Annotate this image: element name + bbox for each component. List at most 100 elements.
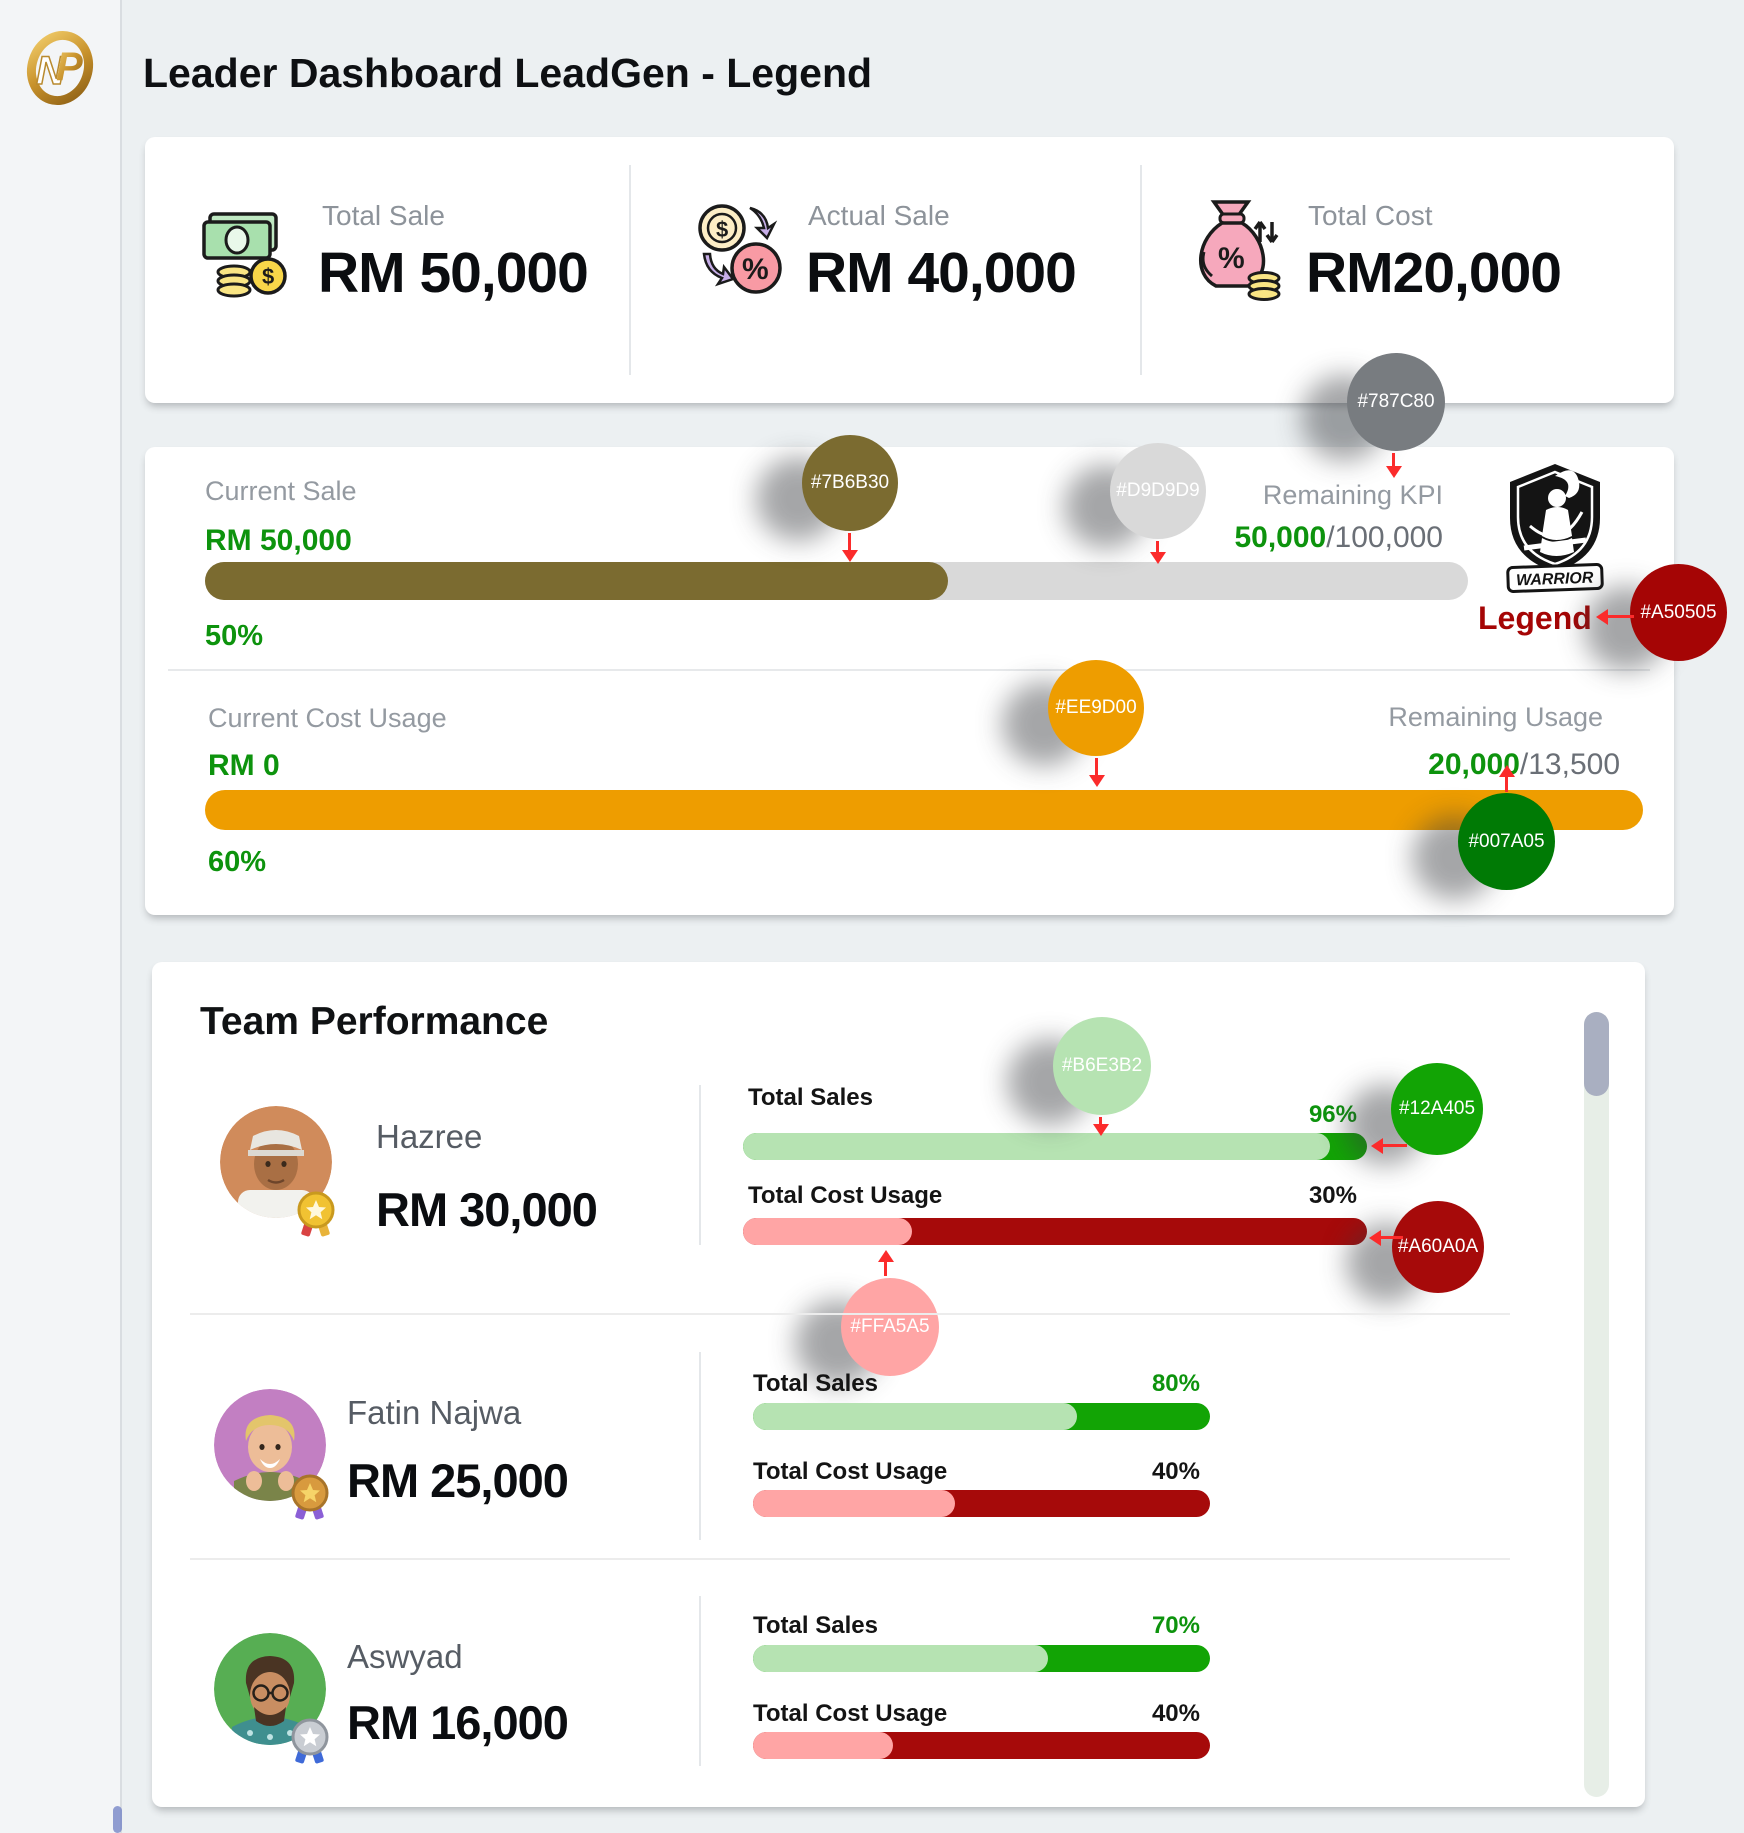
arrow-head-up <box>1499 765 1515 777</box>
cost-bar-fill <box>753 1732 893 1759</box>
sales-percent: 70% <box>1151 1612 1200 1639</box>
cost-bar-label: Total Cost Usage <box>753 1700 948 1727</box>
color-bubble: #007A05 <box>1458 793 1555 890</box>
medal-icon <box>292 1190 340 1240</box>
medal-icon <box>286 1717 334 1767</box>
stats-divider-1 <box>629 165 631 375</box>
sales-percent: 96% <box>1308 1101 1357 1128</box>
sales-bar-label: Total Sales <box>753 1370 878 1397</box>
np-logo-icon: N P <box>26 30 94 106</box>
bubble-hex: #007A05 <box>1468 830 1545 852</box>
cost-bar <box>743 1218 1367 1245</box>
current-cost-label: Current Cost Usage <box>208 703 447 733</box>
left-rail-scroll-hint <box>113 1806 122 1833</box>
member-name: Hazree <box>376 1118 483 1155</box>
svg-text:%: % <box>742 253 769 286</box>
color-bubble: #EE9D00 <box>1048 660 1144 756</box>
arrow-head-down <box>842 550 858 562</box>
sales-bar-fill <box>753 1403 1077 1430</box>
brand-logo: N P <box>22 28 98 108</box>
medal-icon <box>286 1473 334 1523</box>
remaining-kpi-current: 50,000 <box>1234 521 1327 554</box>
stat-value: RM 50,000 <box>318 241 589 305</box>
color-bubble: #7B6B30 <box>802 435 898 531</box>
avatar <box>214 1633 326 1745</box>
cash-icon: $ <box>200 200 300 305</box>
sale-percent: 50% <box>205 620 264 652</box>
remaining-usage-total: /13,500 <box>1519 748 1620 781</box>
member-name: Aswyad <box>347 1638 463 1675</box>
annotation-arrow <box>848 533 851 553</box>
svg-text:P: P <box>56 45 83 89</box>
arrow-head-down <box>1150 552 1166 564</box>
cost-bar-label: Total Cost Usage <box>748 1182 943 1209</box>
member-divider <box>699 1352 701 1540</box>
svg-text:N: N <box>36 49 66 93</box>
sales-bar <box>753 1645 1210 1672</box>
stat-value: RM20,000 <box>1306 241 1562 305</box>
team-scrollbar-thumb[interactable] <box>1584 1012 1609 1096</box>
bubble-hex: #A50505 <box>1640 601 1717 623</box>
legend-label: Legend <box>1478 600 1592 636</box>
annotation-arrow <box>1156 541 1159 555</box>
svg-text:%: % <box>1218 242 1245 275</box>
annotation-arrow <box>1606 615 1634 618</box>
arrow-head-left <box>1371 1138 1383 1154</box>
color-bubble: #A60A0A <box>1392 1201 1484 1293</box>
left-rail-divider <box>120 0 122 1833</box>
svg-text:$: $ <box>262 264 274 289</box>
bubble-hex: #A60A0A <box>1397 1236 1479 1257</box>
member-row-divider <box>190 1313 1510 1315</box>
cost-bar <box>753 1490 1210 1517</box>
member-amount: RM 30,000 <box>376 1183 598 1236</box>
cost-bar <box>753 1732 1210 1759</box>
arrow-head-left <box>1596 609 1608 625</box>
sales-bar-fill <box>743 1133 1330 1160</box>
member-divider <box>699 1085 701 1245</box>
bubble-hex: #D9D9D9 <box>1116 480 1200 501</box>
annotation-arrow <box>1505 772 1508 792</box>
bubble-hex: #FFA5A5 <box>850 1316 930 1337</box>
money-bag-icon: % <box>1190 196 1294 307</box>
member-amount: RM 16,000 <box>347 1696 569 1749</box>
member-name: Fatin Najwa <box>347 1394 522 1431</box>
cost-bar-label: Total Cost Usage <box>753 1458 948 1485</box>
current-sale-value: RM 50,000 <box>205 524 352 557</box>
remaining-kpi-value: 50,000/100,000 <box>1043 521 1443 555</box>
team-scrollbar-track[interactable] <box>1584 1012 1609 1797</box>
bubble-hex: #B6E3B2 <box>1061 1055 1143 1076</box>
warrior-logo: WARRIOR <box>1502 460 1608 594</box>
current-sale-label: Current Sale <box>205 476 357 506</box>
cost-percent: 30% <box>1308 1182 1357 1209</box>
current-cost-value: RM 0 <box>208 749 280 782</box>
bubble-hex: #787C80 <box>1357 391 1435 412</box>
member-row-divider <box>190 1558 1510 1560</box>
color-bubble: #FFA5A5 <box>841 1278 939 1376</box>
cost-bar-fill <box>753 1490 955 1517</box>
avatar <box>220 1106 332 1218</box>
bubble-hex: #EE9D00 <box>1055 697 1137 718</box>
color-bubble: #12A405 <box>1391 1063 1483 1155</box>
annotation-arrow <box>1392 453 1395 469</box>
annotation-arrow <box>1379 1236 1403 1239</box>
annotation-arrow <box>884 1258 887 1276</box>
stat-value: RM 40,000 <box>806 241 1077 305</box>
arrow-head-up <box>878 1250 894 1262</box>
sales-bar-fill <box>753 1645 1048 1672</box>
stats-divider-2 <box>1140 165 1142 375</box>
color-bubble: #B6E3B2 <box>1053 1017 1151 1115</box>
color-bubble: #A50505 <box>1630 564 1727 661</box>
bubble-hex: #7B6B30 <box>810 472 890 493</box>
member-amount: RM 25,000 <box>347 1454 569 1507</box>
cost-bar-fill <box>743 1218 912 1245</box>
page-title: Leader Dashboard LeadGen - Legend <box>143 50 873 96</box>
avatar <box>214 1389 326 1501</box>
exchange-icon: $ % <box>690 198 790 307</box>
arrow-head-down <box>1386 466 1402 478</box>
svg-text:$: $ <box>716 217 728 242</box>
kpi-card-divider <box>168 669 1650 671</box>
sale-progress-fill <box>205 562 948 600</box>
annotation-arrow <box>1099 1117 1102 1127</box>
sales-percent: 80% <box>1151 1370 1200 1397</box>
bubble-hex: #12A405 <box>1398 1098 1476 1119</box>
